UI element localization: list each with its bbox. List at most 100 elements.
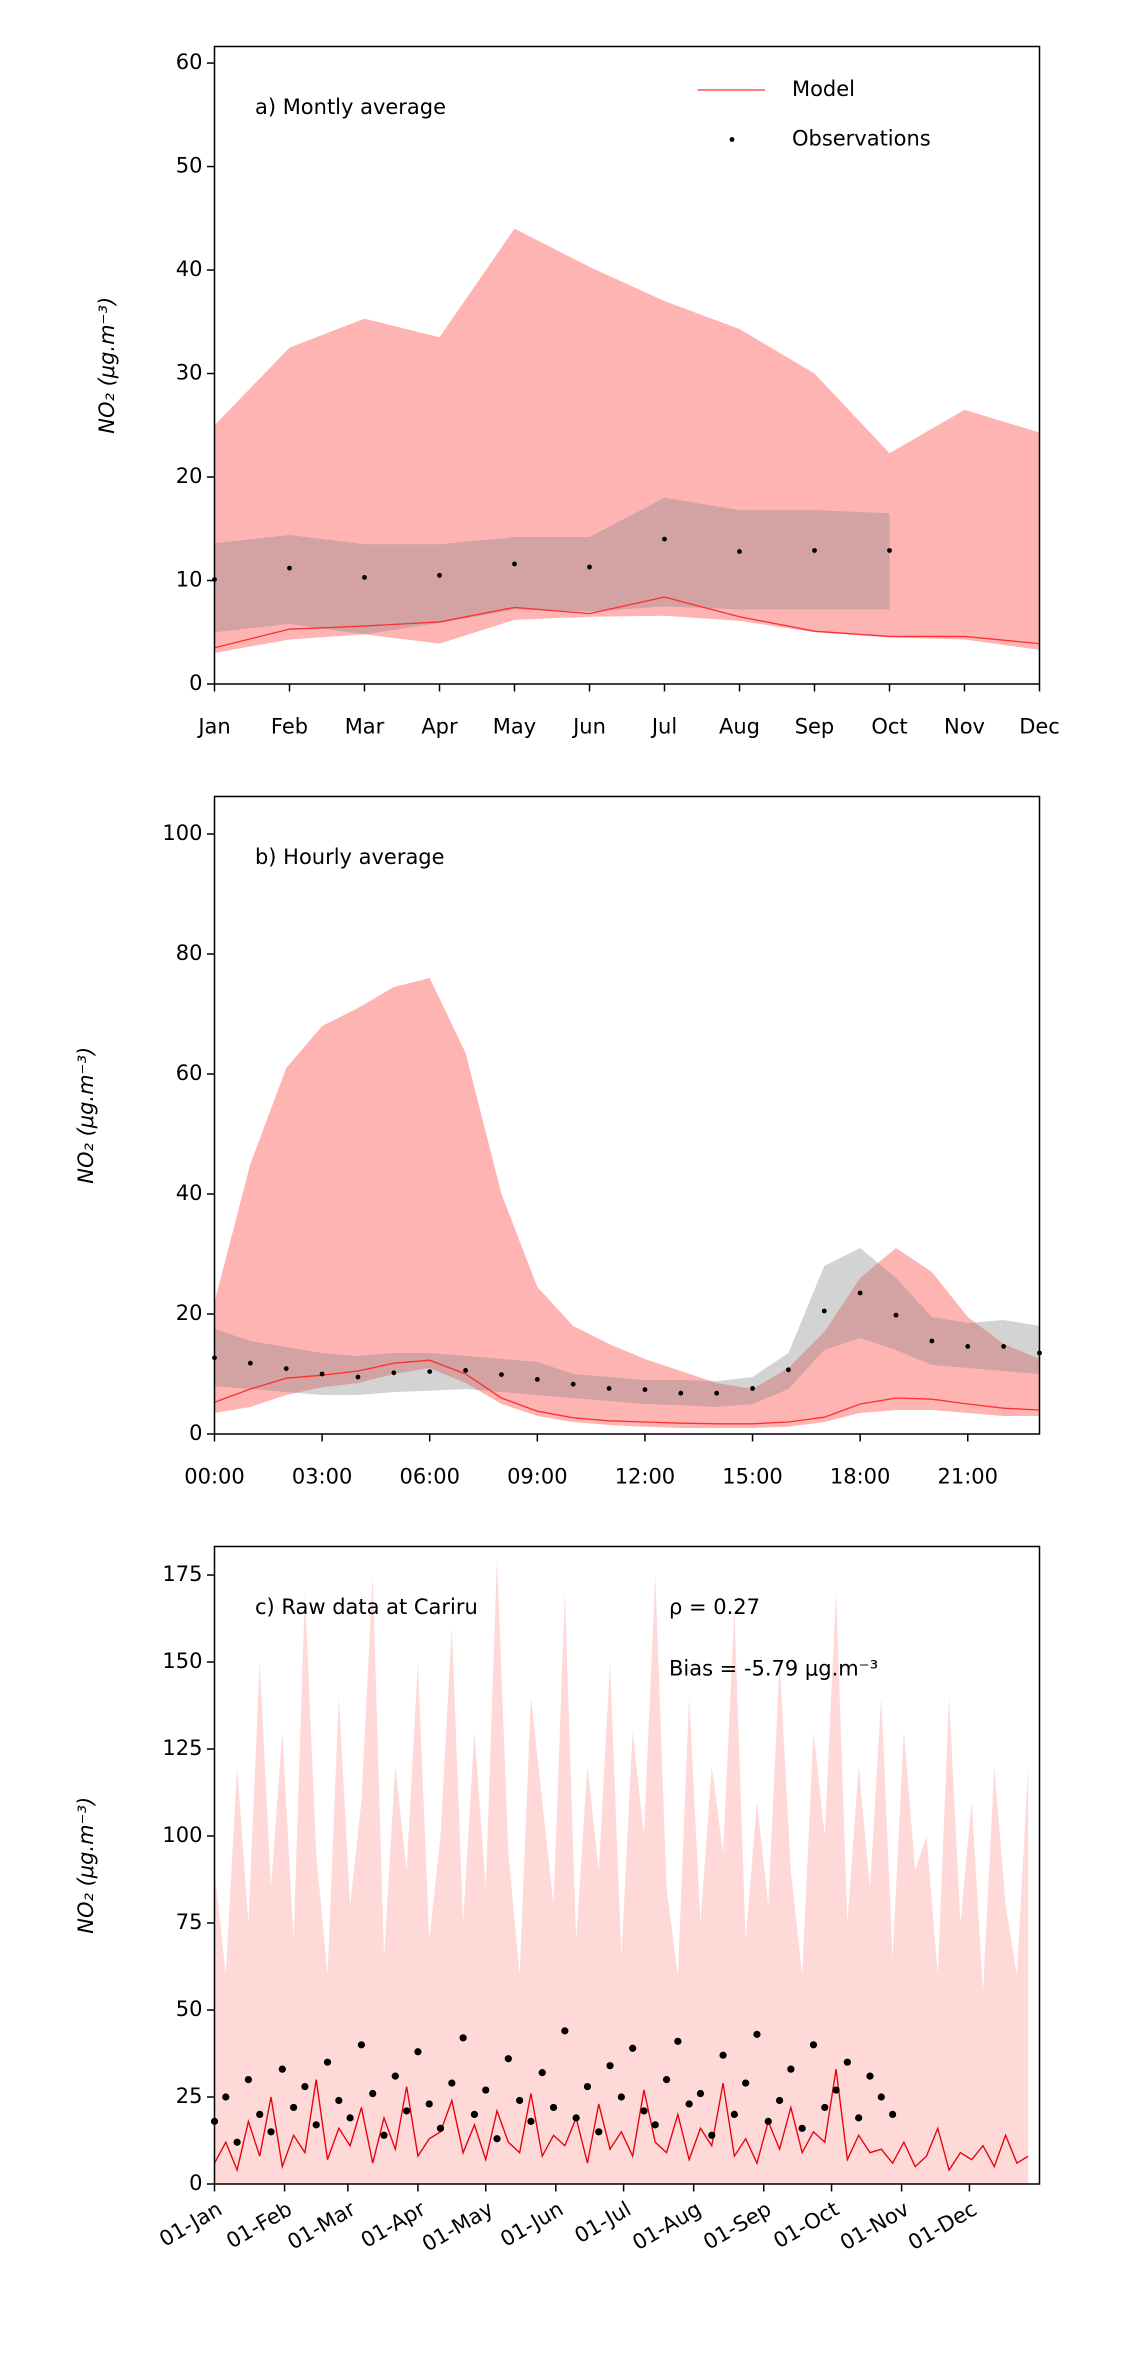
marker — [965, 1343, 971, 1349]
marker — [319, 1371, 325, 1377]
y-tick-label: 0 — [189, 1421, 202, 1445]
marker — [719, 2051, 727, 2059]
x-tick-label: 01-Nov — [836, 2197, 913, 2255]
marker — [527, 2117, 535, 2125]
y-tick-label: 40 — [176, 1181, 203, 1205]
marker — [775, 2096, 784, 2105]
marker — [595, 2128, 603, 2136]
marker — [678, 1390, 684, 1396]
marker — [887, 548, 892, 553]
marker — [606, 1385, 612, 1391]
marker — [448, 2079, 456, 2087]
x-tick-label: 01-Jul — [570, 2197, 635, 2248]
subplot: 0 10 20 30 40 50 60 Jan Feb Mar Apr May Jun Jul Aug Sep… — [95, 45, 1060, 738]
marker — [662, 536, 667, 542]
line — [214, 596, 1040, 649]
y-tick-label: 60 — [176, 1061, 203, 1085]
y-axis-label: NO₂ (μg.m⁻³) — [95, 297, 119, 434]
marker — [572, 2114, 580, 2122]
y-tick-label: 125 — [162, 1736, 202, 1760]
panel-title: b) Hourly average — [255, 845, 445, 869]
x-tick-label: 03:00 — [292, 1464, 352, 1488]
marker — [425, 2100, 433, 2108]
subplot: 0 20 40 60 80 100 00:00 03:00 06:00 09:00 12:00 15:… — [74, 795, 1042, 1488]
y-tick-label: 10 — [176, 568, 203, 592]
marker — [346, 2114, 354, 2122]
marker — [640, 2107, 648, 2115]
marker — [244, 2076, 253, 2084]
y-tick-label: 175 — [162, 1562, 202, 1586]
y-tick-label: 100 — [162, 1823, 202, 1847]
marker — [312, 2121, 320, 2129]
marker — [283, 1366, 289, 1371]
marker — [696, 2089, 705, 2098]
marker — [482, 2086, 490, 2094]
line — [214, 1359, 1040, 1425]
marker — [583, 2082, 592, 2091]
x-tick-label: 01-May — [418, 2197, 497, 2257]
legend-swatch — [729, 137, 735, 142]
x-tick-label: 15:00 — [722, 1464, 782, 1488]
marker — [642, 1387, 648, 1392]
x-tick-label: Jun — [571, 714, 606, 738]
marker — [764, 2117, 772, 2125]
y-tick-label: 0 — [189, 671, 202, 695]
marker — [786, 1367, 791, 1373]
marker — [499, 1372, 504, 1377]
panel-title: c) Raw data at Cariru — [255, 1595, 478, 1619]
panel-title: a) Montly average — [255, 95, 446, 119]
marker — [391, 2072, 399, 2080]
marker — [403, 2107, 411, 2115]
marker — [335, 2096, 343, 2105]
x-tick-label: 01-Feb — [222, 2197, 296, 2254]
x-tick-label: Nov — [944, 714, 985, 738]
marker — [301, 2082, 309, 2091]
marker — [753, 2030, 761, 2038]
marker — [362, 575, 367, 580]
marker — [534, 1376, 540, 1382]
marker — [798, 2124, 806, 2132]
y-tick-label: 80 — [176, 941, 203, 965]
y-tick-label: 50 — [176, 154, 203, 178]
marker — [427, 1369, 433, 1374]
marker — [714, 1390, 720, 1396]
subplot: 025507510012515017501-Jan01-Feb01-Mar01-… — [74, 1545, 1041, 2257]
legend-label: Observations — [792, 126, 931, 150]
marker — [809, 2041, 818, 2049]
marker — [685, 2100, 693, 2108]
marker — [369, 2089, 377, 2098]
marker — [787, 2065, 795, 2073]
y-tick-label: 100 — [162, 821, 202, 845]
x-tick-label: 01-Oct — [769, 2197, 843, 2253]
marker — [877, 2093, 885, 2101]
marker — [888, 2110, 897, 2118]
marker — [737, 549, 742, 554]
marker — [893, 1312, 899, 1318]
marker — [549, 2103, 558, 2112]
axes-frame — [213, 1545, 1041, 2185]
marker — [538, 2069, 546, 2077]
marker — [843, 2058, 851, 2066]
x-tick-label: 01-Mar — [283, 2197, 359, 2255]
band — [214, 977, 1040, 1428]
marker — [267, 2128, 275, 2136]
y-tick-label: 75 — [176, 1910, 203, 1934]
marker — [459, 2034, 467, 2042]
marker — [708, 2131, 716, 2139]
marker — [570, 1381, 576, 1387]
x-tick-label: Apr — [421, 714, 458, 738]
y-tick-label: 40 — [176, 257, 203, 281]
marker — [470, 2110, 479, 2118]
x-tick-label: 01-Jun — [496, 2197, 567, 2252]
marker — [290, 2103, 298, 2112]
y-tick-label: 150 — [162, 1649, 202, 1673]
annotation: ρ = 0.27 — [669, 1595, 760, 1619]
marker — [463, 1367, 468, 1373]
marker — [391, 1370, 397, 1376]
marker — [674, 2037, 682, 2045]
marker — [617, 2093, 625, 2101]
band — [214, 1557, 1029, 2184]
marker — [832, 2086, 840, 2094]
x-tick-label: 01-Sep — [699, 2197, 775, 2255]
x-tick-label: 12:00 — [615, 1464, 675, 1488]
